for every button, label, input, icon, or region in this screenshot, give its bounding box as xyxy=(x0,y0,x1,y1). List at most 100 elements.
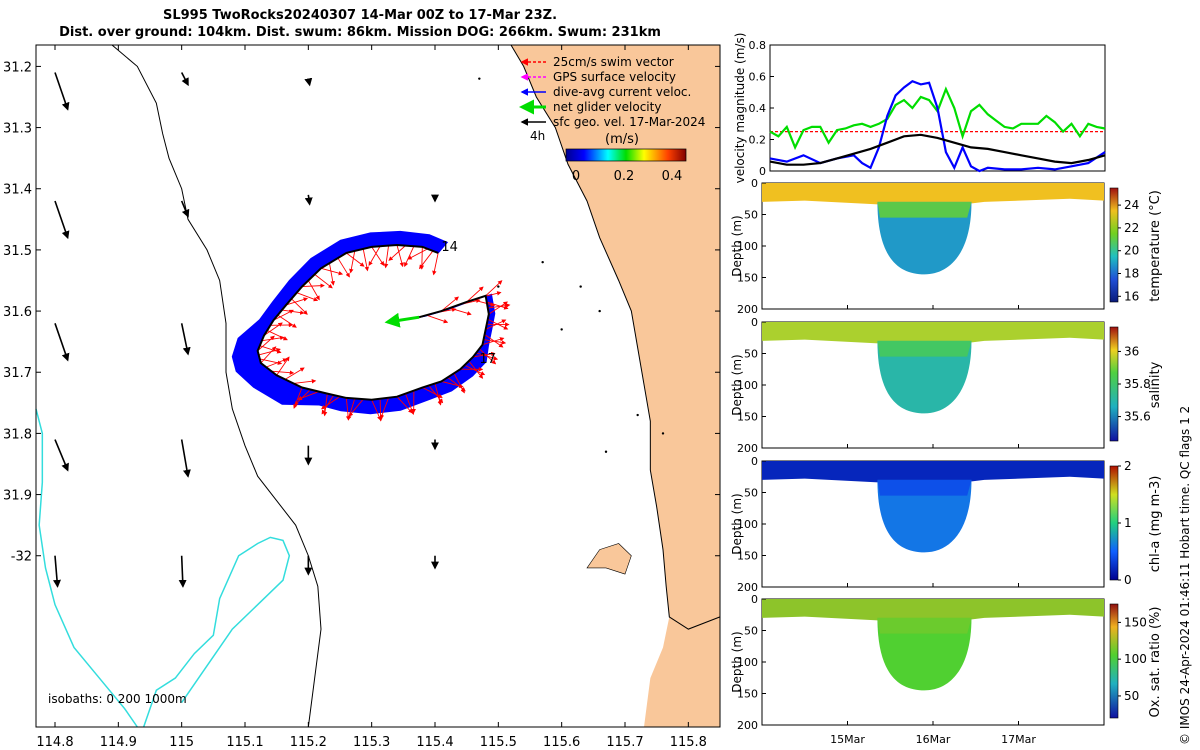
island xyxy=(586,543,632,575)
geostrophic-arrow xyxy=(304,194,313,206)
swim-vector xyxy=(329,263,335,286)
section-transition-band xyxy=(877,201,972,218)
legend-colorbar xyxy=(565,148,687,162)
colorbar-tick-label: 16 xyxy=(1124,289,1139,303)
swim-vector xyxy=(257,335,275,352)
depth-tick-label: 200 xyxy=(737,303,758,316)
swim-vector xyxy=(314,274,333,289)
time-tick-label: 16Mar xyxy=(916,733,951,746)
y-tick-label: -32 xyxy=(11,550,32,565)
x-tick-label: 115.1 xyxy=(226,735,263,750)
swim-vector xyxy=(273,309,294,321)
swim-vector xyxy=(479,348,497,365)
x-tick-label: 115.8 xyxy=(670,735,707,750)
swim-vector xyxy=(307,280,320,301)
depth-tick-label: 50 xyxy=(744,487,758,500)
reef-dot xyxy=(560,328,563,331)
section-surface-layer xyxy=(762,461,1104,484)
vel-y-tick-label: 0.2 xyxy=(749,134,767,147)
colorbar-tick-label: 100 xyxy=(1124,652,1147,666)
velocity-series-line xyxy=(769,133,1106,166)
swim-vector xyxy=(271,370,295,375)
swim-vector xyxy=(466,286,484,303)
swim-vector xyxy=(487,318,509,330)
colorbar-tick-label: 1 xyxy=(1124,516,1132,530)
coastline xyxy=(510,44,721,630)
swim-vector xyxy=(362,248,370,272)
swim-vector xyxy=(293,379,317,384)
x-tick-label: 114.9 xyxy=(100,735,137,750)
swim-vector xyxy=(428,385,444,404)
swim-vector xyxy=(396,396,413,414)
net-velocity-arrow xyxy=(384,312,420,328)
y-tick-label: 31.2 xyxy=(3,60,32,75)
colorbar-tick: 0.4 xyxy=(662,169,683,184)
colorbar-tick-label: 2 xyxy=(1124,459,1132,473)
x-tick-label: 115.7 xyxy=(606,735,643,750)
glider-track xyxy=(256,244,490,401)
isobath-1000m xyxy=(35,408,138,728)
x-tick-label: 115 xyxy=(169,735,194,750)
swim-vector xyxy=(320,396,341,410)
swim-vector xyxy=(404,246,415,267)
swim-vector xyxy=(296,292,319,302)
reef-dot xyxy=(541,260,544,264)
swim-vector xyxy=(258,348,281,356)
swim-vector xyxy=(453,373,465,394)
map-frame xyxy=(35,44,721,728)
swim-vector xyxy=(337,257,350,278)
y-tick-label: 31.9 xyxy=(3,489,32,504)
chart-title-line1: SL995 TwoRocks20240307 14-Mar 00Z to 17-… xyxy=(162,8,558,23)
depth-tick-label: 200 xyxy=(737,719,758,732)
depth-tick-label: 100 xyxy=(737,518,758,531)
depth-axis-label: Depth (m) xyxy=(730,631,744,692)
colorbar-tick-label: 18 xyxy=(1124,267,1139,281)
swim-vector xyxy=(485,280,503,297)
reef-dot xyxy=(478,77,481,80)
geostrophic-arrow xyxy=(53,555,61,588)
depth-axis-label: Depth (m) xyxy=(730,493,744,554)
day-label: 17 xyxy=(479,352,496,367)
vel-y-label: velocity magnitude (m/s) xyxy=(733,33,747,184)
geostrophic-arrow xyxy=(180,72,189,87)
legend-label: 25cm/s swim vector xyxy=(553,55,674,69)
geostrophic-arrow xyxy=(54,439,69,472)
legend-label: dive-avg current veloc. xyxy=(553,85,691,99)
section-colorbar xyxy=(1109,465,1119,581)
geostrophic-arrow xyxy=(180,200,190,218)
y-tick-label: 31.7 xyxy=(3,366,32,381)
swim-vector xyxy=(464,364,486,376)
chart-title-line2: Dist. over ground: 104km. Dist. swum: 86… xyxy=(59,25,661,40)
colorbar-tick-label: 24 xyxy=(1124,198,1139,212)
swim-vector xyxy=(468,360,484,379)
colorbar-tick-label: 35.6 xyxy=(1124,410,1151,424)
swim-vector xyxy=(284,367,305,380)
geostrophic-arrow xyxy=(54,323,70,362)
depth-tick-label: 150 xyxy=(737,411,758,424)
swim-vector xyxy=(346,252,365,267)
section-surface-layer xyxy=(762,599,1104,622)
swim-vector xyxy=(286,297,309,306)
depth-tick-label: 200 xyxy=(737,581,758,594)
geostrophic-arrow xyxy=(180,439,191,478)
y-tick-label: 31.3 xyxy=(3,122,32,137)
reef-dot xyxy=(604,450,608,453)
swim-vector xyxy=(379,397,389,420)
day-label: 14 xyxy=(441,240,458,255)
depth-tick-label: 100 xyxy=(737,656,758,669)
legend-label: GPS surface velocity xyxy=(553,70,676,84)
x-tick-label: 115.2 xyxy=(290,735,327,750)
swim-vector xyxy=(371,399,382,421)
colorbar-tick: 0 xyxy=(572,169,580,184)
section-surface-layer xyxy=(762,322,1104,345)
colorbar-tick-label: 36 xyxy=(1124,344,1139,358)
swim-vector xyxy=(371,246,385,266)
land-area xyxy=(511,45,720,630)
colorbar-tick-label: 35.8 xyxy=(1124,377,1151,391)
swim-vector xyxy=(432,252,439,276)
depth-tick-label: 50 xyxy=(744,348,758,361)
geostrophic-arrow xyxy=(54,200,70,240)
x-tick-label: 115.4 xyxy=(416,735,453,750)
credit-text: © IMOS 24-Apr-2024 01:46:11 Hobart time.… xyxy=(1178,405,1192,745)
